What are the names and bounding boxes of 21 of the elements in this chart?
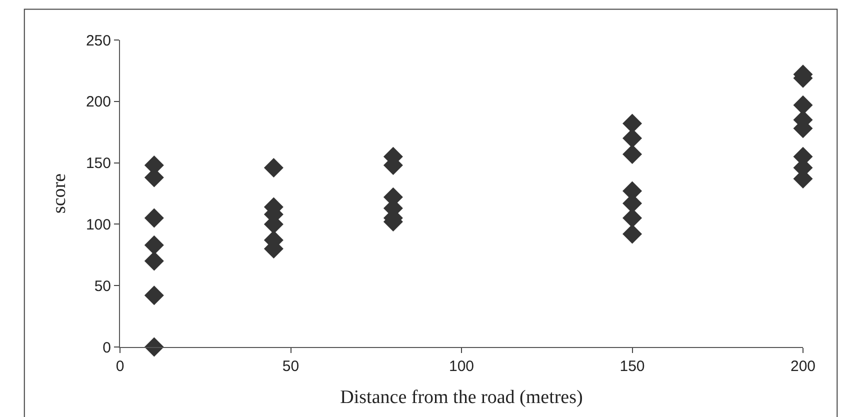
x-tick-label: 50 — [282, 358, 300, 375]
y-tick-label: 200 — [86, 94, 111, 111]
point — [144, 208, 164, 228]
x-axis-title: Distance from the road (metres) — [340, 386, 583, 408]
x-tick-label: 0 — [116, 358, 124, 375]
point — [622, 144, 642, 164]
point — [144, 251, 164, 271]
y-tick-label: 50 — [94, 278, 111, 295]
y-axis-title: score — [48, 173, 70, 214]
point — [264, 158, 284, 178]
point — [144, 337, 164, 357]
y-tick-label: 250 — [86, 32, 111, 50]
x-tick-label: 150 — [620, 358, 645, 375]
point — [622, 224, 642, 244]
y-tick-label: 150 — [86, 155, 111, 172]
point — [144, 235, 164, 255]
y-tick-label: 0 — [102, 339, 111, 356]
y-tick-label: 100 — [86, 216, 111, 234]
point — [144, 286, 164, 306]
x-tick-label: 100 — [448, 358, 474, 375]
x-tick-label: 200 — [790, 358, 816, 375]
